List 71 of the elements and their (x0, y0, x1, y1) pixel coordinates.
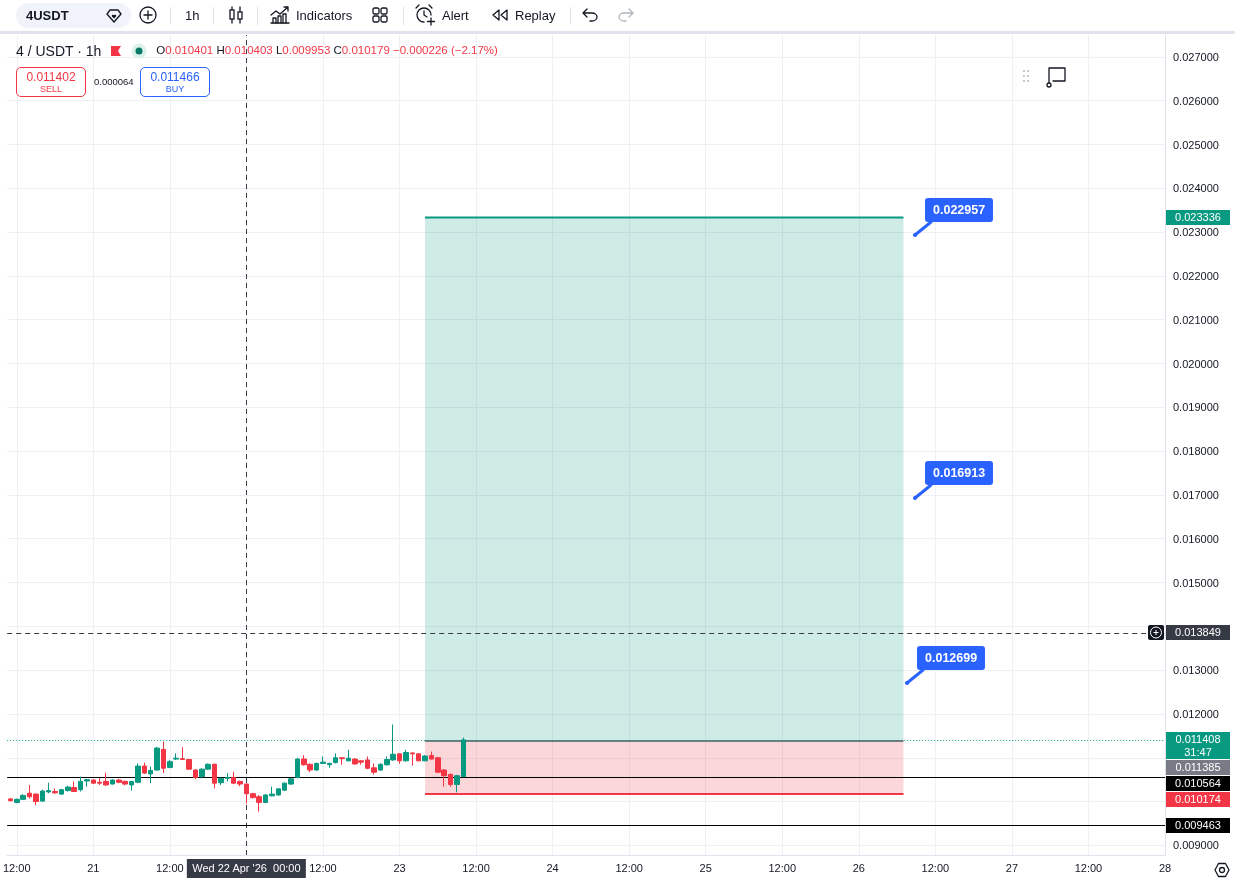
x-tick-label: 24 (546, 861, 559, 874)
y-tick-label: 0.009000 (1173, 839, 1219, 852)
x-tick-label: 12:00 (462, 861, 490, 874)
candlestick (346, 749, 351, 762)
y-tick-label: 0.024000 (1173, 182, 1219, 195)
annotation: 0.012699 (917, 646, 986, 670)
text: 31:47 (1166, 746, 1230, 760)
y-tick-label: 0.017000 (1173, 488, 1219, 501)
y-tick-label: 0.026000 (1173, 94, 1219, 107)
ref-line-label: 0.011408 (1166, 732, 1230, 748)
y-tick-label: 0.019000 (1173, 401, 1219, 414)
x-tick-label: 21 (87, 861, 100, 874)
x-tick-label: 23 (393, 861, 406, 874)
ref-line-label: 0.010564 (1166, 776, 1230, 792)
x-tick-label: 12:00 (768, 861, 797, 874)
text: 4 / USDT · 1h (16, 43, 102, 59)
text: 0.023336 (1166, 209, 1230, 225)
text: Alert (442, 8, 469, 23)
candlestick (295, 757, 300, 779)
x-tick-label: 12:00 (3, 861, 31, 874)
ref-line-label: Wed 22 Apr '26 00:00 (187, 859, 306, 878)
annotation: SELL (39, 84, 63, 94)
candlestick (403, 749, 409, 763)
y-tick-label: 0.018000 (1173, 445, 1219, 458)
text: Indicators (296, 8, 353, 23)
text: 4USDT (26, 8, 69, 23)
x-tick-label: 12:00 (156, 861, 184, 874)
y-tick-label: 0.021000 (1173, 313, 1219, 326)
annotation: 0.022957 (925, 198, 994, 222)
ref-line-label: 0.013849 (1166, 625, 1230, 641)
candlestick (339, 756, 345, 766)
annotation: 0.000064 (94, 76, 134, 87)
candlestick (212, 762, 217, 789)
candlestick (333, 752, 338, 764)
candlestick (52, 787, 58, 795)
text: 0.011385 (1166, 760, 1230, 776)
y-tick-label: 0.022000 (1173, 269, 1219, 282)
y-tick-label: 0.023000 (1173, 226, 1219, 239)
y-tick-label: 0.027000 (1173, 50, 1219, 63)
x-tick-label: 28 (1158, 861, 1172, 874)
x-tick-label: 12:00 (921, 861, 950, 874)
x-tick-label: 26 (852, 861, 865, 874)
ref-line-label: 0.009463 (1166, 817, 1230, 833)
candlestick (173, 752, 179, 761)
x-tick-label: 12:00 (615, 861, 643, 874)
candlestick (8, 797, 13, 803)
annotation: 0.011466 (149, 70, 201, 84)
candlestick (71, 780, 77, 793)
annotation: 0.016913 (925, 461, 994, 485)
text: 1h (185, 8, 200, 23)
annotation: BUY (164, 84, 186, 94)
text: O0.010401 H0.010403 L0.009953 C0.010179 −0.000226 (−2.17%) (156, 44, 498, 57)
y-tick-label: 0.020000 (1173, 357, 1219, 370)
candlestick (422, 754, 428, 762)
x-tick-label: 27 (1005, 861, 1019, 874)
annotation: 0.011402 (25, 70, 77, 84)
candlestick (142, 762, 147, 775)
y-tick-label: 0.025000 (1173, 138, 1219, 151)
candlestick (161, 741, 166, 774)
x-tick-label: 12:00 (1074, 861, 1103, 874)
x-tick-label: 25 (699, 861, 712, 874)
x-tick-label: 12:00 (309, 861, 337, 874)
text: 0.010174 (1166, 792, 1230, 808)
text: Replay (515, 8, 556, 23)
y-tick-label: 0.016000 (1173, 532, 1219, 545)
y-tick-label: 0.015000 (1173, 576, 1219, 589)
candlestick (397, 752, 402, 765)
y-tick-label: 0.012000 (1173, 707, 1219, 720)
candlestick (167, 759, 173, 769)
y-tick-label: 0.013000 (1173, 664, 1219, 677)
candlestick (110, 778, 115, 785)
